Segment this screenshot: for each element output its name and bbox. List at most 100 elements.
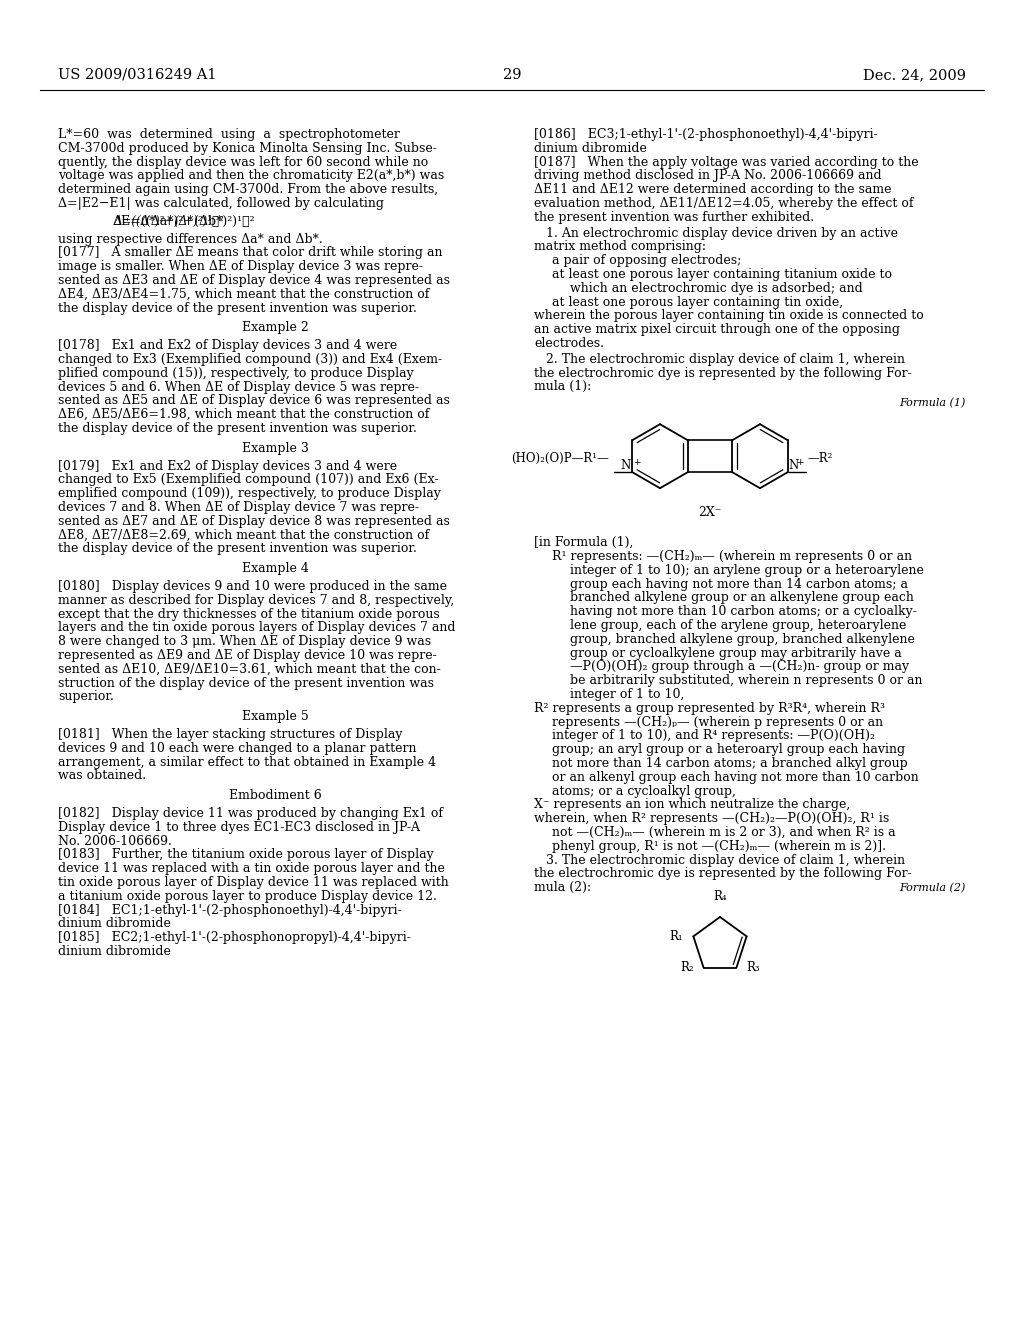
Text: superior.: superior. — [58, 690, 114, 704]
Text: R₃: R₃ — [746, 961, 760, 974]
Text: the electrochromic dye is represented by the following For-: the electrochromic dye is represented by… — [534, 867, 911, 880]
Text: Example 2: Example 2 — [242, 321, 308, 334]
Text: [0178]   Ex1 and Ex2 of Display devices 3 and 4 were: [0178] Ex1 and Ex2 of Display devices 3 … — [58, 339, 397, 352]
Text: manner as described for Display devices 7 and 8, respectively,: manner as described for Display devices … — [58, 594, 455, 607]
Text: tin oxide porous layer of Display device 11 was replaced with: tin oxide porous layer of Display device… — [58, 876, 449, 888]
Text: sented as ΔE3 and ΔE of Display device 4 was represented as: sented as ΔE3 and ΔE of Display device 4… — [58, 275, 450, 286]
Text: +: + — [633, 458, 641, 467]
Text: [0185]   EC2;1-ethyl-1'-(2-phosphonopropyl)-4,4'-bipyri-: [0185] EC2;1-ethyl-1'-(2-phosphonopropyl… — [58, 931, 411, 944]
Text: dinium dibromide: dinium dibromide — [534, 141, 647, 154]
Text: [0180]   Display devices 9 and 10 were produced in the same: [0180] Display devices 9 and 10 were pro… — [58, 579, 447, 593]
Text: R² represents a group represented by R³R⁴, wherein R³: R² represents a group represented by R³R… — [534, 702, 885, 715]
Text: X⁻ represents an ion which neutralize the charge,: X⁻ represents an ion which neutralize th… — [534, 799, 850, 812]
Text: plified compound (15)), respectively, to produce Display: plified compound (15)), respectively, to… — [58, 367, 414, 380]
Text: an active matrix pixel circuit through one of the opposing: an active matrix pixel circuit through o… — [534, 323, 900, 337]
Text: devices 7 and 8. When ΔE of Display device 7 was repre-: devices 7 and 8. When ΔE of Display devi… — [58, 502, 419, 513]
Text: was obtained.: was obtained. — [58, 770, 146, 783]
Text: ΔE8, ΔE7/ΔE8=2.69, which meant that the construction of: ΔE8, ΔE7/ΔE8=2.69, which meant that the … — [58, 528, 429, 541]
Text: integer of 1 to 10); an arylene group or a heteroarylene: integer of 1 to 10); an arylene group or… — [570, 564, 924, 577]
Text: lene group, each of the arylene group, heteroarylene: lene group, each of the arylene group, h… — [570, 619, 906, 632]
Text: which an electrochromic dye is adsorbed; and: which an electrochromic dye is adsorbed;… — [570, 281, 863, 294]
Text: or an alkenyl group each having not more than 10 carbon: or an alkenyl group each having not more… — [552, 771, 919, 784]
Text: R₁: R₁ — [670, 929, 683, 942]
Text: —R²: —R² — [808, 453, 834, 465]
Text: changed to Ex5 (Exemplified compound (107)) and Ex6 (Ex-: changed to Ex5 (Exemplified compound (10… — [58, 474, 438, 486]
Text: [0181]   When the layer stacking structures of Display: [0181] When the layer stacking structure… — [58, 729, 402, 741]
Text: devices 5 and 6. When ΔE of Display device 5 was repre-: devices 5 and 6. When ΔE of Display devi… — [58, 380, 419, 393]
Text: sented as ΔE7 and ΔE of Display device 8 was represented as: sented as ΔE7 and ΔE of Display device 8… — [58, 515, 450, 528]
Text: R₄: R₄ — [713, 890, 727, 903]
Text: 2X⁻: 2X⁻ — [698, 506, 722, 519]
Text: layers and the tin oxide porous layers of Display devices 7 and: layers and the tin oxide porous layers o… — [58, 622, 456, 635]
Text: integer of 1 to 10,: integer of 1 to 10, — [570, 688, 684, 701]
Text: the display device of the present invention was superior.: the display device of the present invent… — [58, 543, 417, 556]
Text: at least one porous layer containing tin oxide,: at least one porous layer containing tin… — [552, 296, 843, 309]
Text: ΔE6, ΔE5/ΔE6=1.98, which meant that the construction of: ΔE6, ΔE5/ΔE6=1.98, which meant that the … — [58, 408, 429, 421]
Text: N: N — [788, 459, 799, 473]
Text: sented as ΔE5 and ΔE of Display device 6 was represented as: sented as ΔE5 and ΔE of Display device 6… — [58, 395, 450, 408]
Text: No. 2006-106669.: No. 2006-106669. — [58, 834, 172, 847]
Text: arrangement, a similar effect to that obtained in Example 4: arrangement, a similar effect to that ob… — [58, 755, 436, 768]
Text: represents —(CH₂)ₚ— (wherein p represents 0 or an: represents —(CH₂)ₚ— (wherein p represent… — [552, 715, 883, 729]
Text: a pair of opposing electrodes;: a pair of opposing electrodes; — [552, 255, 741, 267]
Text: —P(O)(OH)₂ group through a —(CH₂)n- group or may: —P(O)(OH)₂ group through a —(CH₂)n- grou… — [570, 660, 909, 673]
Text: 1. An electrochromic display device driven by an active: 1. An electrochromic display device driv… — [534, 227, 898, 240]
Text: 3. The electrochromic display device of claim 1, wherein: 3. The electrochromic display device of … — [534, 854, 905, 867]
Text: [0183]   Further, the titanium oxide porous layer of Display: [0183] Further, the titanium oxide porou… — [58, 849, 434, 862]
Text: 8 were changed to 3 μm. When ΔE of Display device 9 was: 8 were changed to 3 μm. When ΔE of Displ… — [58, 635, 431, 648]
Text: CM-3700d produced by Konica Minolta Sensing Inc. Subse-: CM-3700d produced by Konica Minolta Sens… — [58, 141, 437, 154]
Text: represented as ΔE9 and ΔE of Display device 10 was repre-: represented as ΔE9 and ΔE of Display dev… — [58, 649, 437, 663]
Text: not more than 14 carbon atoms; a branched alkyl group: not more than 14 carbon atoms; a branche… — [552, 756, 907, 770]
Text: quently, the display device was left for 60 second while no: quently, the display device was left for… — [58, 156, 428, 169]
Text: Example 5: Example 5 — [242, 710, 308, 723]
Text: ΔE=((Δa*)²+(Δb*)²)¹ᐟ²: ΔE=((Δa*)²+(Δb*)²)¹ᐟ² — [113, 215, 256, 228]
Text: [0182]   Display device 11 was produced by changing Ex1 of: [0182] Display device 11 was produced by… — [58, 807, 443, 820]
Text: determined again using CM-3700d. From the above results,: determined again using CM-3700d. From th… — [58, 183, 438, 197]
Text: [in Formula (1),: [in Formula (1), — [534, 536, 634, 549]
Text: [0184]   EC1;1-ethyl-1'-(2-phosphonoethyl)-4,4'-bipyri-: [0184] EC1;1-ethyl-1'-(2-phosphonoethyl)… — [58, 904, 401, 916]
Text: device 11 was replaced with a tin oxide porous layer and the: device 11 was replaced with a tin oxide … — [58, 862, 444, 875]
Text: Dec. 24, 2009: Dec. 24, 2009 — [863, 69, 966, 82]
Text: be arbitrarily substituted, wherein n represents 0 or an: be arbitrarily substituted, wherein n re… — [570, 675, 923, 688]
Text: phenyl group, R¹ is not —(CH₂)ₘ— (wherein m is 2)].: phenyl group, R¹ is not —(CH₂)ₘ— (wherei… — [552, 840, 886, 853]
Text: Embodiment 6: Embodiment 6 — [228, 789, 322, 803]
Text: Example 3: Example 3 — [242, 442, 308, 455]
Text: wherein, when R² represents —(CH₂)₂—P(O)(OH)₂, R¹ is: wherein, when R² represents —(CH₂)₂—P(O)… — [534, 812, 889, 825]
Text: not —(CH₂)ₘ— (wherein m is 2 or 3), and when R² is a: not —(CH₂)ₘ— (wherein m is 2 or 3), and … — [552, 826, 896, 840]
Text: R¹ represents: —(CH₂)ₘ— (wherein m represents 0 or an: R¹ represents: —(CH₂)ₘ— (wherein m repre… — [552, 550, 912, 564]
Text: 29: 29 — [503, 69, 521, 82]
Text: 2. The electrochromic display device of claim 1, wherein: 2. The electrochromic display device of … — [534, 352, 905, 366]
Text: image is smaller. When ΔE of Display device 3 was repre-: image is smaller. When ΔE of Display dev… — [58, 260, 423, 273]
Text: the present invention was further exhibited.: the present invention was further exhibi… — [534, 211, 814, 224]
Text: devices 9 and 10 each were changed to a planar pattern: devices 9 and 10 each were changed to a … — [58, 742, 417, 755]
Text: electrodes.: electrodes. — [534, 337, 604, 350]
Text: evaluation method, ΔE11/ΔE12=4.05, whereby the effect of: evaluation method, ΔE11/ΔE12=4.05, where… — [534, 197, 913, 210]
Text: [0187]   When the apply voltage was varied according to the: [0187] When the apply voltage was varied… — [534, 156, 919, 169]
Text: the electrochromic dye is represented by the following For-: the electrochromic dye is represented by… — [534, 367, 911, 380]
Text: group, branched alkylene group, branched alkenylene: group, branched alkylene group, branched… — [570, 632, 914, 645]
Text: except that the dry thicknesses of the titanium oxide porous: except that the dry thicknesses of the t… — [58, 607, 439, 620]
Text: using respective differences Δa* and Δb*.: using respective differences Δa* and Δb*… — [58, 232, 323, 246]
Text: emplified compound (109)), respectively, to produce Display: emplified compound (109)), respectively,… — [58, 487, 441, 500]
Text: group or cycloalkylene group may arbitrarily have a: group or cycloalkylene group may arbitra… — [570, 647, 902, 660]
Text: Example 4: Example 4 — [242, 562, 308, 576]
Text: changed to Ex3 (Exemplified compound (3)) and Ex4 (Exem-: changed to Ex3 (Exemplified compound (3)… — [58, 352, 442, 366]
Text: group each having not more than 14 carbon atoms; a: group each having not more than 14 carbo… — [570, 578, 908, 590]
Text: having not more than 10 carbon atoms; or a cycloalky-: having not more than 10 carbon atoms; or… — [570, 605, 916, 618]
Text: sented as ΔE10, ΔE9/ΔE10=3.61, which meant that the con-: sented as ΔE10, ΔE9/ΔE10=3.61, which mea… — [58, 663, 440, 676]
Text: mula (1):: mula (1): — [534, 380, 591, 393]
Text: matrix method comprising:: matrix method comprising: — [534, 240, 706, 253]
Text: (HO)₂(O)P—R¹—: (HO)₂(O)P—R¹— — [512, 453, 609, 465]
Text: atoms; or a cycloalkyl group,: atoms; or a cycloalkyl group, — [552, 784, 736, 797]
Text: branched alkylene group or an alkenylene group each: branched alkylene group or an alkenylene… — [570, 591, 913, 605]
Text: +: + — [796, 458, 803, 467]
Text: a titanium oxide porous layer to produce Display device 12.: a titanium oxide porous layer to produce… — [58, 890, 437, 903]
Text: dinium dibromide: dinium dibromide — [58, 945, 171, 958]
Text: US 2009/0316249 A1: US 2009/0316249 A1 — [58, 69, 216, 82]
Text: [0179]   Ex1 and Ex2 of Display devices 3 and 4 were: [0179] Ex1 and Ex2 of Display devices 3 … — [58, 459, 397, 473]
Text: dinium dibromide: dinium dibromide — [58, 917, 171, 931]
Text: R₂: R₂ — [680, 961, 693, 974]
Text: L*=60  was  determined  using  a  spectrophotometer: L*=60 was determined using a spectrophot… — [58, 128, 400, 141]
Text: Formula (1): Formula (1) — [900, 399, 966, 408]
Text: Δ︁=⁠((Δ︁︁︁*)²+(Δ︁︁*)²)¹ᐟ²: Δ︁=⁠((Δ︁︁︁*)²+(Δ︁︁*)²)¹ᐟ² — [113, 215, 224, 228]
